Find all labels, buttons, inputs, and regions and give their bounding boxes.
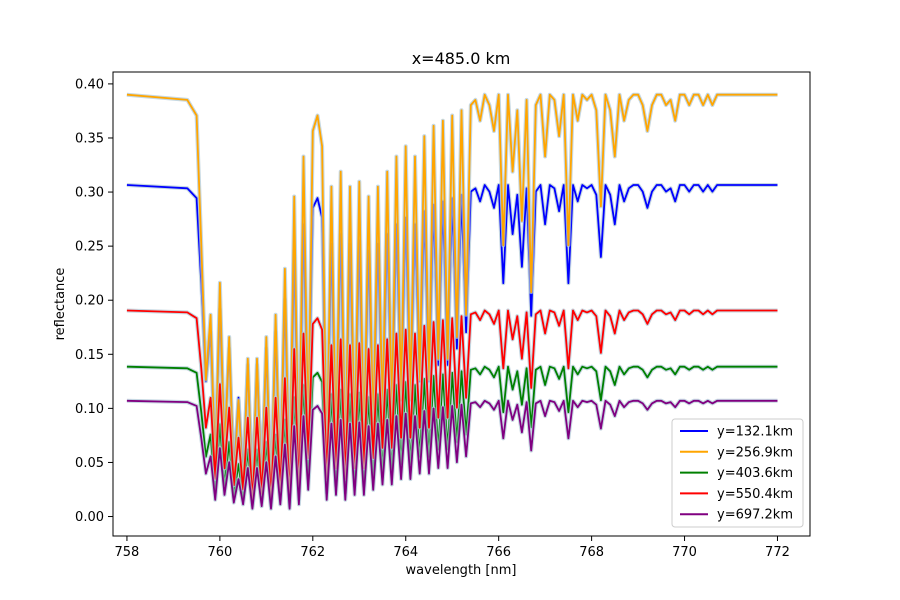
legend-box: [671, 418, 804, 528]
x-tick-label: 772: [765, 545, 790, 560]
legend-label: y=697.2km: [717, 508, 793, 523]
y-tick-label: 0.00: [75, 510, 104, 525]
x-tick-label: 758: [115, 545, 140, 560]
x-tick-label: 762: [300, 545, 325, 560]
x-tick-label: 768: [579, 545, 604, 560]
plot-frame: [112, 71, 811, 537]
x-axis: 758 760 762 764 766 768 770 772: [115, 536, 790, 560]
x-tick-label: 764: [393, 545, 418, 560]
legend-label: y=132.1km: [717, 425, 793, 440]
y-tick-label: 0.15: [75, 348, 104, 363]
y-tick-label: 0.40: [75, 77, 104, 92]
y-axis: 0.00 0.05 0.10 0.15 0.20 0.25 0.30 0.35 0.40: [75, 77, 113, 525]
legend-label: y=550.4km: [717, 487, 793, 502]
y-axis-label: reflectance: [53, 268, 68, 341]
y-tick-label: 0.30: [75, 186, 104, 201]
y-tick-label: 0.25: [75, 240, 104, 255]
x-tick-label: 760: [207, 545, 232, 560]
y-tick-label: 0.35: [75, 131, 104, 146]
y-tick-label: 0.05: [75, 456, 104, 471]
legend-label: y=403.6km: [717, 466, 793, 481]
y-tick-label: 0.10: [75, 402, 104, 417]
legend: y=132.1km y=256.9km y=403.6km y=550.4km y=69…: [671, 418, 804, 528]
legend-label: y=256.9km: [717, 445, 793, 460]
x-tick-label: 766: [486, 545, 511, 560]
chart-title: x=485.0 km: [412, 49, 511, 68]
plot-area: [126, 92, 778, 511]
y-tick-label: 0.20: [75, 294, 104, 309]
x-axis-label: wavelength [nm]: [406, 563, 517, 578]
series-line-5: [126, 399, 778, 510]
x-tick-label: 770: [672, 545, 697, 560]
